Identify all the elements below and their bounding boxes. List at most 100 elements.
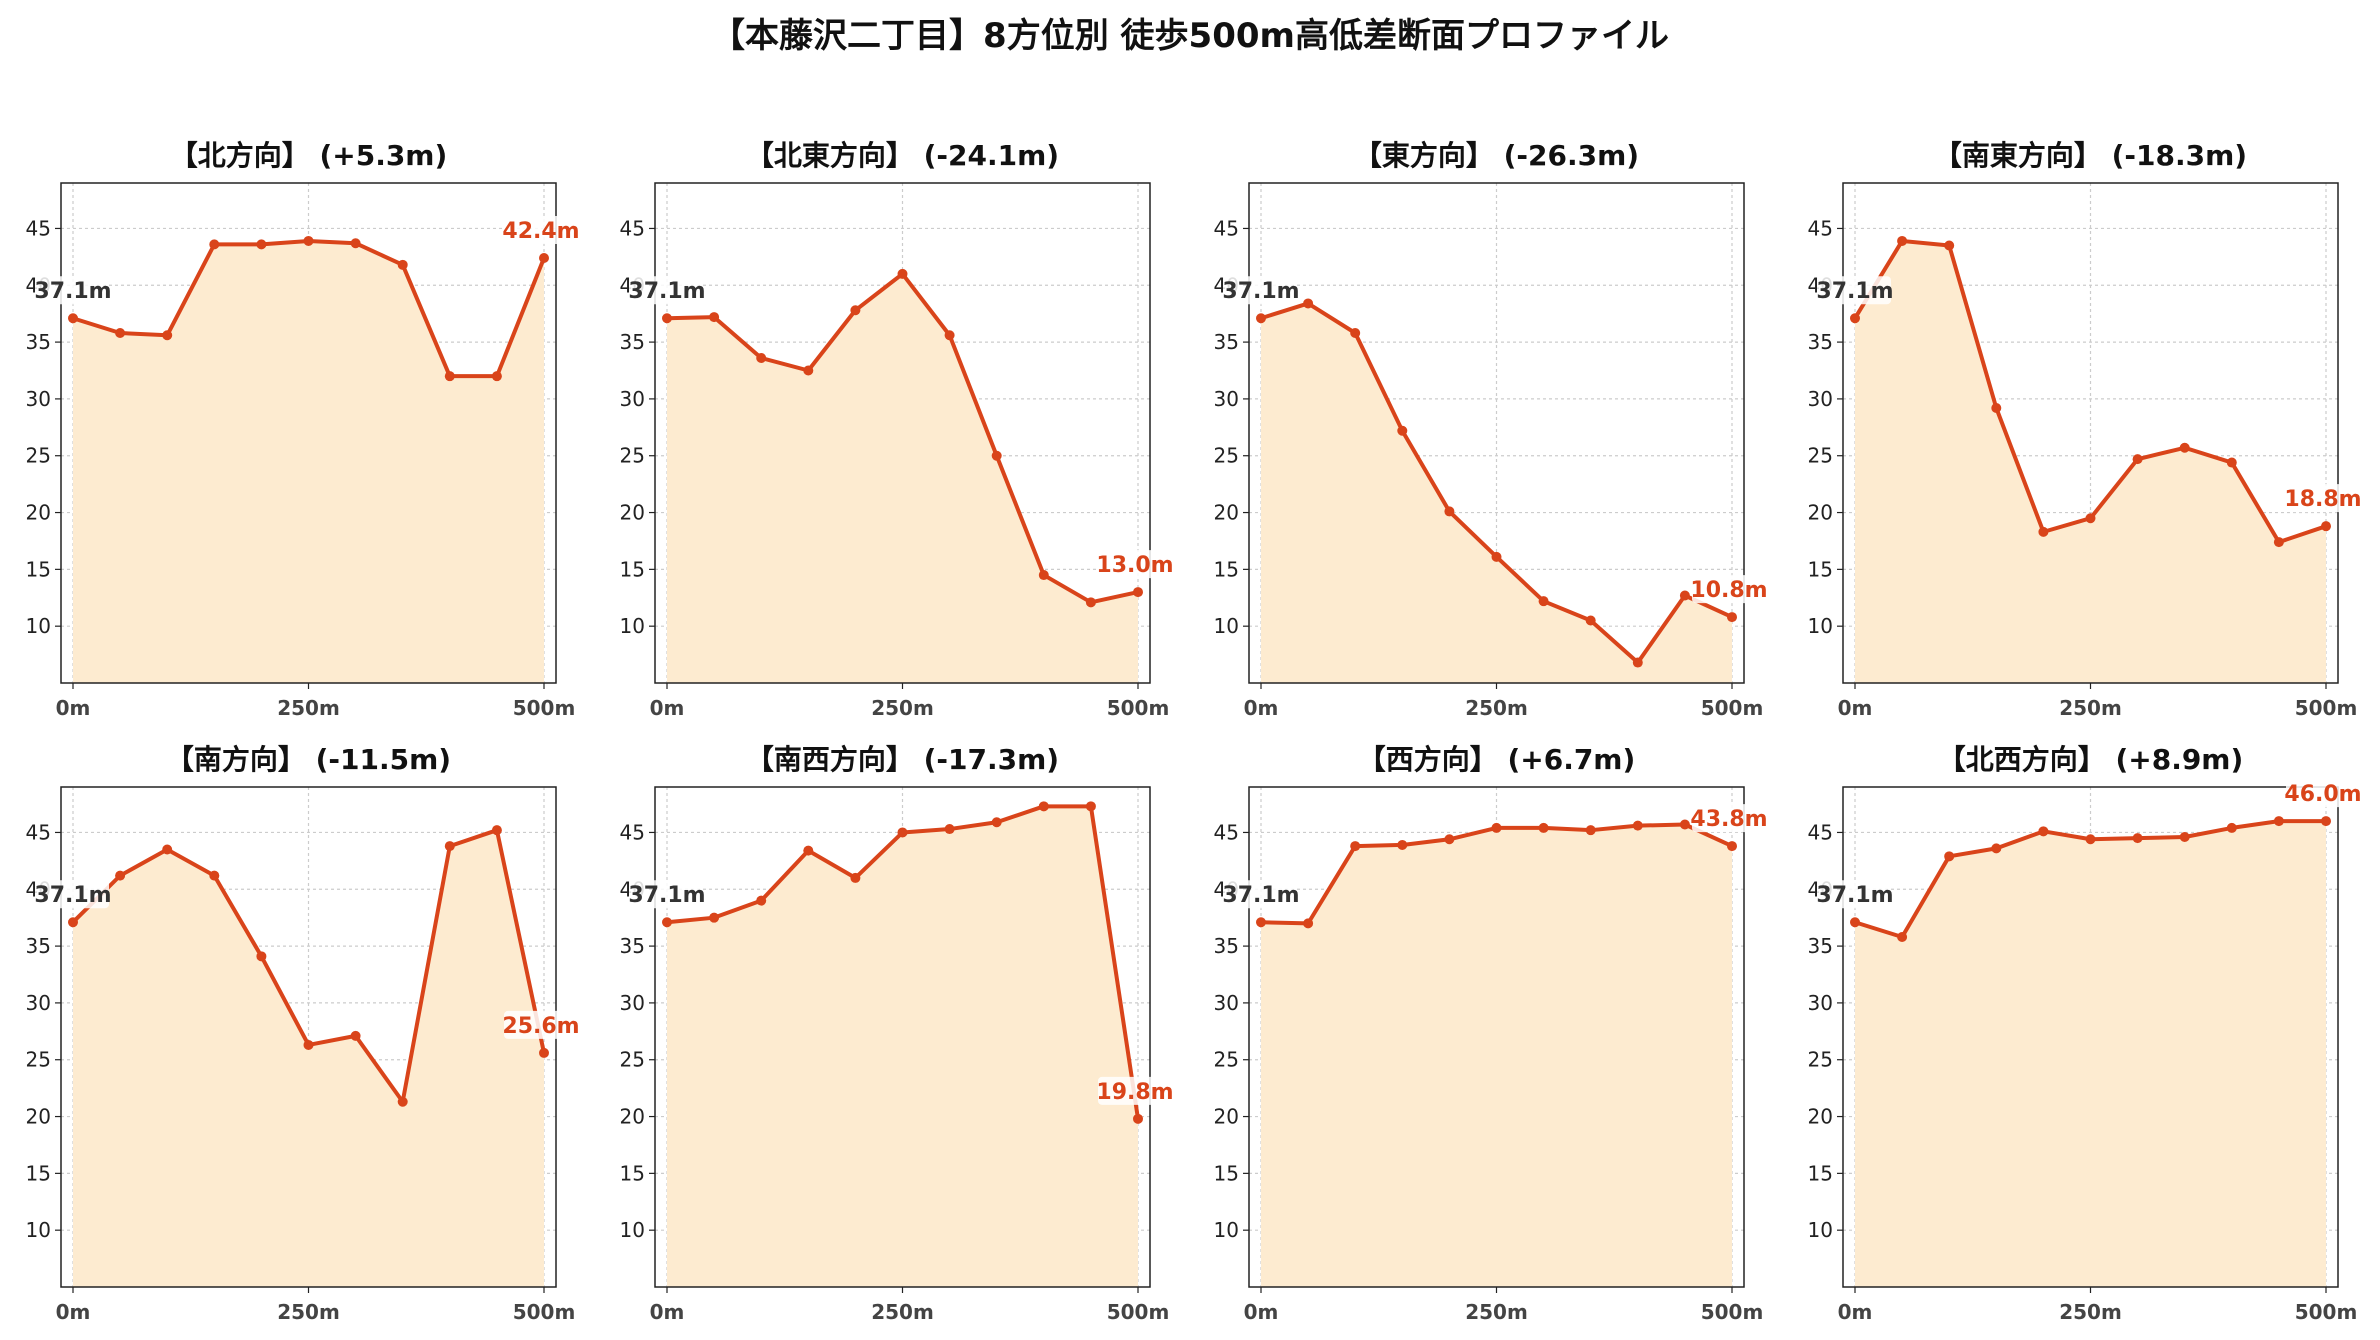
data-point [2321,521,2331,532]
data-point [2038,526,2049,537]
data-point [2321,816,2331,827]
subplot-6: 【西方向】 (+6.7m)10152025303540450m250m500m3… [1214,743,1768,1324]
data-point [2179,442,2190,453]
y-tick-label: 15 [1214,557,1239,581]
y-tick-label: 25 [620,444,645,468]
x-tick-label: 250m [871,1300,934,1324]
area-fill [1261,824,1732,1287]
y-tick-label: 15 [1808,557,1833,581]
subplot-title: 【北西方向】 (+8.9m) [1938,743,2244,776]
x-tick-label: 500m [1107,1300,1170,1324]
y-tick-label: 10 [1808,1218,1833,1242]
y-tick-label: 25 [1808,444,1833,468]
data-point [256,951,267,962]
data-point [115,870,126,881]
data-point [897,827,908,838]
x-tick-label: 250m [871,696,934,720]
data-point [1397,425,1408,436]
y-tick-label: 25 [1214,1048,1239,1072]
data-point [539,253,549,263]
y-tick-label: 35 [1214,934,1239,958]
x-tick-label: 0m [1244,696,1279,720]
y-tick-label: 30 [1214,991,1239,1015]
data-point [303,235,314,246]
data-point [350,238,361,249]
data-point [444,371,455,382]
y-tick-label: 20 [620,501,645,525]
end-label: 46.0m [2284,782,2361,807]
start-label-bg [629,880,703,909]
data-point [1256,917,1266,928]
y-tick-label: 30 [26,991,51,1015]
x-tick-label: 250m [2059,1300,2122,1324]
data-point [209,239,220,250]
subplot-2: 【東方向】 (-26.3m)10152025303540450m250m500m… [1214,139,1768,720]
data-point [444,841,455,852]
data-point [1038,801,1049,812]
data-point [756,353,767,363]
x-tick-label: 250m [277,696,340,720]
area-fill [667,806,1138,1287]
data-point [1850,313,1860,324]
area-fill [73,830,544,1287]
data-point [1444,834,1455,845]
data-point [991,450,1002,461]
plot-frame [60,182,557,684]
y-tick-label: 45 [26,216,51,240]
x-tick-label: 500m [1701,696,1764,720]
start-label-bg [35,276,109,305]
subplot-title: 【南西方向】 (-17.3m) [746,743,1059,776]
y-tick-label: 35 [620,934,645,958]
y-tick-label: 20 [1808,1105,1833,1129]
data-point [2132,454,2143,465]
subplot-3: 【南東方向】 (-18.3m)10152025303540450m250m500… [1808,139,2362,720]
start-label: 37.1m [1222,279,1299,304]
y-tick-label: 25 [26,1048,51,1072]
data-point [1085,801,1096,812]
start-label: 37.1m [628,883,705,908]
data-point [1538,596,1549,607]
start-label-bg [1817,880,1891,909]
y-tick-label: 20 [26,501,51,525]
start-label: 37.1m [1816,883,1893,908]
y-tick-label: 15 [26,1161,51,1185]
x-tick-label: 0m [650,1300,685,1324]
area-fill [1261,303,1732,683]
end-label: 19.8m [1096,1080,1173,1105]
x-tick-label: 500m [1107,696,1170,720]
y-tick-label: 20 [1214,1105,1239,1129]
data-point [1085,597,1096,608]
x-tick-label: 250m [277,1300,340,1324]
data-point [303,1039,314,1050]
y-tick-label: 20 [620,1105,645,1129]
plot-frame [1842,182,2339,684]
x-tick-label: 250m [1465,1300,1528,1324]
y-tick-label: 30 [26,387,51,411]
y-tick-label: 35 [1808,934,1833,958]
subplot-title: 【東方向】 (-26.3m) [1354,139,1639,172]
data-point [1727,612,1737,623]
data-point [1491,822,1502,833]
y-tick-label: 10 [1214,1218,1239,1242]
data-point [803,845,814,856]
y-tick-label: 35 [1214,330,1239,354]
start-label-bg [35,880,109,909]
y-tick-label: 35 [620,330,645,354]
data-point [1679,819,1690,830]
data-point [209,870,220,881]
data-point [662,917,672,928]
y-tick-label: 25 [1808,1048,1833,1072]
start-label-bg [1817,276,1891,305]
data-point [2132,833,2143,844]
x-tick-label: 0m [56,696,91,720]
data-point [2085,834,2096,845]
end-label-bg [1098,550,1172,579]
data-point [803,365,814,376]
data-point [991,817,1002,828]
data-point [1303,298,1314,309]
y-tick-label: 45 [620,820,645,844]
data-point [1944,240,1955,251]
data-point [1632,657,1643,668]
y-tick-label: 15 [1808,1161,1833,1185]
